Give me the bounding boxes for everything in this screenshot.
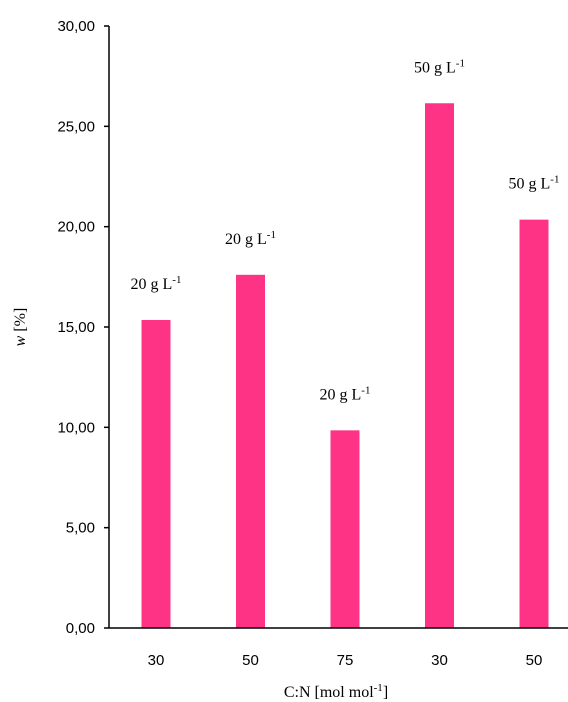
x-tick-label: 75 xyxy=(337,652,354,669)
x-tick-label: 30 xyxy=(431,652,448,669)
y-axis-label-unit: [%] xyxy=(12,308,29,336)
x-axis-label-end: ] xyxy=(383,684,388,701)
y-tick-label: 25,00 xyxy=(57,118,95,135)
y-tick-label: 15,00 xyxy=(57,319,95,336)
x-axis-ticks: 30 50 75 30 50 xyxy=(148,652,543,669)
y-tick-label: 5,00 xyxy=(66,520,95,537)
bar-label: 50 g L-1 xyxy=(509,174,560,193)
x-axis-label: C:N [mol mol-1] xyxy=(284,682,388,701)
y-axis-label-variable: w xyxy=(12,335,29,346)
y-tick-label: 0,00 xyxy=(66,620,95,637)
x-axis-label-main: C:N [mol mol xyxy=(284,684,374,701)
y-tick-label: 30,00 xyxy=(57,18,95,35)
x-axis-label-sup: -1 xyxy=(374,682,383,694)
bar xyxy=(141,319,171,628)
y-axis-label: w [%] xyxy=(12,308,29,347)
bar xyxy=(236,274,265,628)
x-tick-label: 30 xyxy=(148,652,165,669)
x-tick-label: 50 xyxy=(242,652,259,669)
bar xyxy=(425,103,454,629)
bar-label: 20 g L-1 xyxy=(131,274,182,293)
y-axis-ticks: 0,00 5,00 10,00 15,00 20,00 25,00 30,00 xyxy=(57,18,109,637)
bar-label: 20 g L-1 xyxy=(225,229,276,248)
bar xyxy=(519,219,549,629)
bar-label: 50 g L-1 xyxy=(414,57,465,76)
bars xyxy=(141,103,549,629)
x-tick-label: 50 xyxy=(526,652,543,669)
y-tick-label: 20,00 xyxy=(57,219,95,236)
y-tick-label: 10,00 xyxy=(57,419,95,436)
bar-label: 20 g L-1 xyxy=(320,384,371,403)
bar xyxy=(330,430,360,628)
bar-labels: 20 g L-1 20 g L-1 20 g L-1 50 g L-1 50 g L-1 xyxy=(131,57,560,403)
